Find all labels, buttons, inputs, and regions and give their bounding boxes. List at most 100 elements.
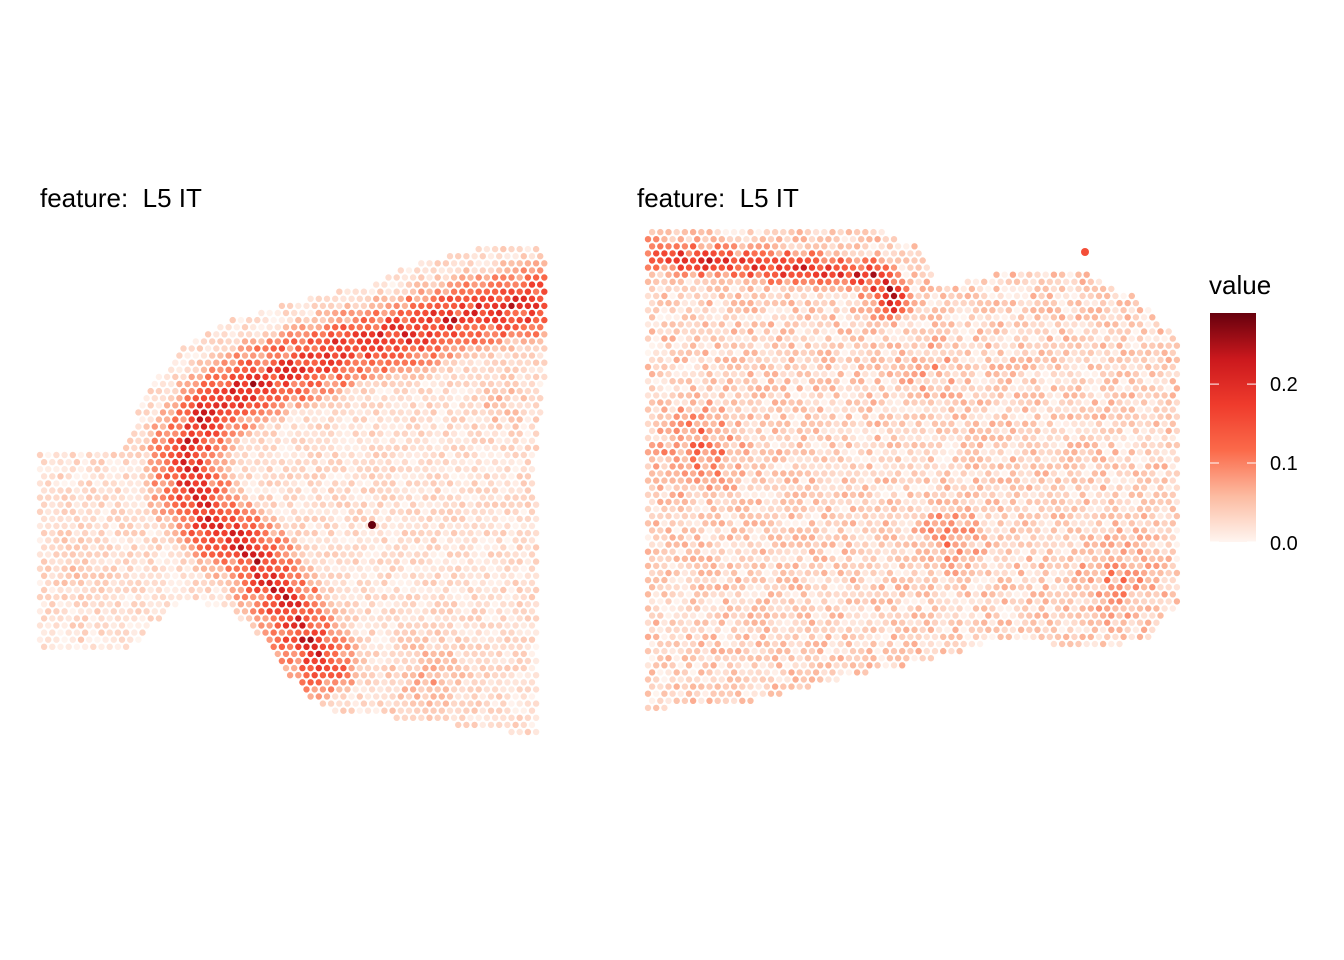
left-panel-spot — [376, 515, 385, 523]
left-panel-spot — [208, 365, 216, 374]
left-panel-spot — [224, 365, 233, 374]
left-panel-spot — [163, 486, 171, 495]
right-panel-spot — [910, 299, 919, 307]
left-panel-spot — [282, 479, 290, 488]
left-panel-spot — [192, 579, 200, 587]
left-panel-spot — [192, 479, 200, 488]
right-panel-spot — [693, 277, 702, 286]
right-panel-spot — [980, 448, 989, 457]
left-panel-spot — [474, 273, 483, 282]
left-panel-spot — [302, 529, 311, 537]
left-panel-spot — [429, 493, 438, 502]
left-panel-spot — [474, 671, 483, 680]
right-panel-spot — [877, 356, 886, 364]
left-panel-spot — [519, 479, 528, 488]
right-panel-spot — [902, 356, 911, 364]
left-panel-spot — [204, 500, 212, 509]
left-panel-spot — [364, 664, 372, 672]
right-panel-spot — [746, 256, 755, 265]
left-panel-spot — [343, 671, 352, 680]
right-panel-spot — [836, 341, 845, 350]
left-panel-spot — [491, 529, 499, 537]
left-panel-spot — [417, 415, 426, 424]
left-panel-spot — [528, 266, 536, 275]
right-panel-spot — [939, 462, 948, 471]
right-panel-spot — [668, 405, 677, 414]
left-panel-spot — [478, 323, 487, 332]
right-panel-spot — [1156, 398, 1165, 407]
left-panel-spot — [503, 252, 512, 261]
right-panel-spot — [1000, 270, 1009, 279]
right-panel-spot — [734, 434, 743, 442]
left-panel-spot — [159, 593, 167, 601]
right-panel-spot — [1025, 341, 1034, 350]
left-panel-spot — [155, 600, 163, 609]
right-panel-spot — [1123, 412, 1132, 421]
left-panel-spot — [331, 564, 340, 573]
right-panel-spot — [972, 306, 980, 315]
left-panel-spot — [343, 614, 352, 623]
left-panel-spot — [437, 294, 446, 303]
right-panel-spot — [1033, 455, 1042, 464]
left-panel-spot — [265, 323, 274, 332]
right-panel-spot — [869, 285, 878, 293]
left-panel-spot — [388, 706, 397, 715]
right-panel-spot — [832, 249, 841, 258]
left-panel-spot — [286, 358, 294, 367]
right-panel-spot — [1021, 434, 1029, 442]
right-panel-spot — [963, 448, 972, 457]
left-panel-spot — [44, 522, 53, 530]
left-panel-spot — [503, 635, 512, 644]
left-panel-spot — [401, 302, 409, 310]
left-panel-spot — [515, 614, 524, 623]
right-panel-spot — [668, 235, 677, 243]
left-panel-spot — [187, 529, 196, 537]
right-panel-spot — [931, 462, 939, 471]
left-panel-spot — [421, 309, 430, 317]
left-panel-spot — [458, 358, 467, 367]
left-panel-spot — [306, 678, 315, 687]
left-panel-spot — [524, 245, 532, 253]
right-panel-spot — [742, 235, 751, 243]
left-panel-spot — [396, 550, 405, 559]
left-panel-spot — [118, 564, 126, 573]
right-panel-spot — [988, 419, 997, 428]
left-panel-spot — [60, 536, 69, 545]
right-panel-spot — [660, 348, 669, 357]
left-panel-spot — [241, 323, 249, 332]
right-panel-spot — [939, 377, 948, 386]
right-panel-spot — [775, 448, 784, 457]
left-panel-spot — [360, 330, 368, 339]
left-panel-spot — [409, 273, 417, 282]
left-panel-spot — [335, 642, 344, 651]
right-panel-spot — [968, 356, 976, 364]
left-panel-spot — [511, 564, 520, 573]
right-panel-spot — [672, 398, 681, 407]
right-panel-spot — [832, 292, 841, 300]
left-panel-spot — [401, 657, 409, 665]
left-panel-spot — [483, 373, 491, 381]
right-panel-spot — [1140, 313, 1148, 322]
left-panel-spot — [126, 451, 134, 459]
right-panel-spot — [1107, 384, 1116, 393]
right-panel-spot — [685, 334, 693, 343]
left-panel-spot — [126, 621, 134, 630]
left-panel-spot — [474, 444, 483, 452]
left-panel-spot — [44, 479, 53, 488]
left-panel-spot — [368, 614, 376, 623]
right-panel-spot — [799, 363, 808, 371]
left-panel-spot — [351, 429, 360, 438]
right-panel-spot — [1091, 455, 1099, 464]
left-panel-spot — [507, 330, 516, 339]
left-panel-spot — [425, 500, 434, 509]
left-panel-spot — [392, 671, 401, 680]
right-panel-spot — [1062, 434, 1070, 442]
left-panel-spot — [212, 543, 221, 552]
left-panel-spot — [425, 657, 434, 665]
left-panel-spot — [249, 337, 257, 346]
left-panel-spot — [491, 699, 499, 708]
right-panel-spot — [1041, 398, 1050, 407]
left-panel-spot — [323, 593, 331, 601]
right-panel-spot — [767, 419, 775, 428]
right-panel-spot — [808, 320, 816, 329]
